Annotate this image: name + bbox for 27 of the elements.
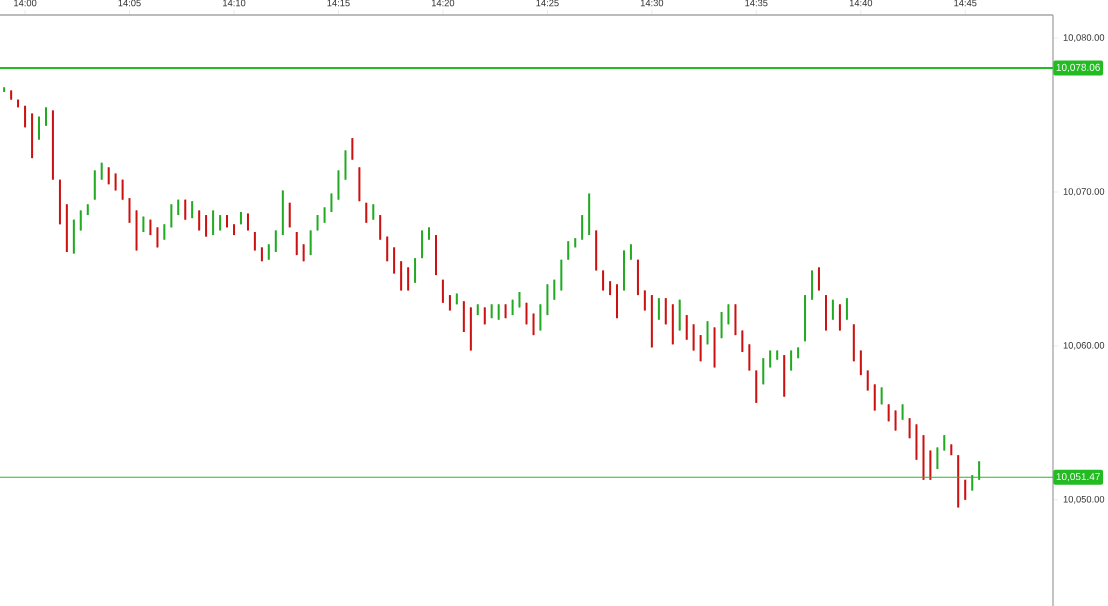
x-tick-label: 14:20 [431,0,455,7]
candlestick [45,106,48,127]
x-tick-label: 14:00 [14,0,37,7]
y-tick-label: 10,050.00 [1063,495,1105,504]
x-tick-label: 14:35 [745,0,768,7]
candlestick [657,297,660,321]
candlestick [351,137,354,161]
x-tick-label: 14:45 [954,0,977,7]
candlestick [845,297,848,321]
x-tick-label: 14:05 [118,0,141,7]
candlestick [37,116,40,141]
candlestick [790,350,793,371]
candlestick [616,283,619,319]
candlestick [434,234,437,276]
ref-line-label: 10,078.06 [1056,63,1100,73]
candlestick [623,250,626,291]
candlestick [205,214,208,238]
y-tick-label: 10,070.00 [1063,188,1105,196]
y-tick-label: 10,060.00 [1063,342,1105,350]
y-tick-label: 10,080.00 [1063,34,1105,42]
x-tick-label: 14:30 [640,0,664,7]
x-tick-label: 14:40 [849,0,873,7]
x-tick-label: 14:15 [327,0,350,7]
ref-line-label: 10,051.47 [1056,473,1100,482]
x-tick-label: 14:10 [223,0,246,7]
x-tick-label: 14:25 [536,0,559,7]
candlestick [567,240,570,261]
